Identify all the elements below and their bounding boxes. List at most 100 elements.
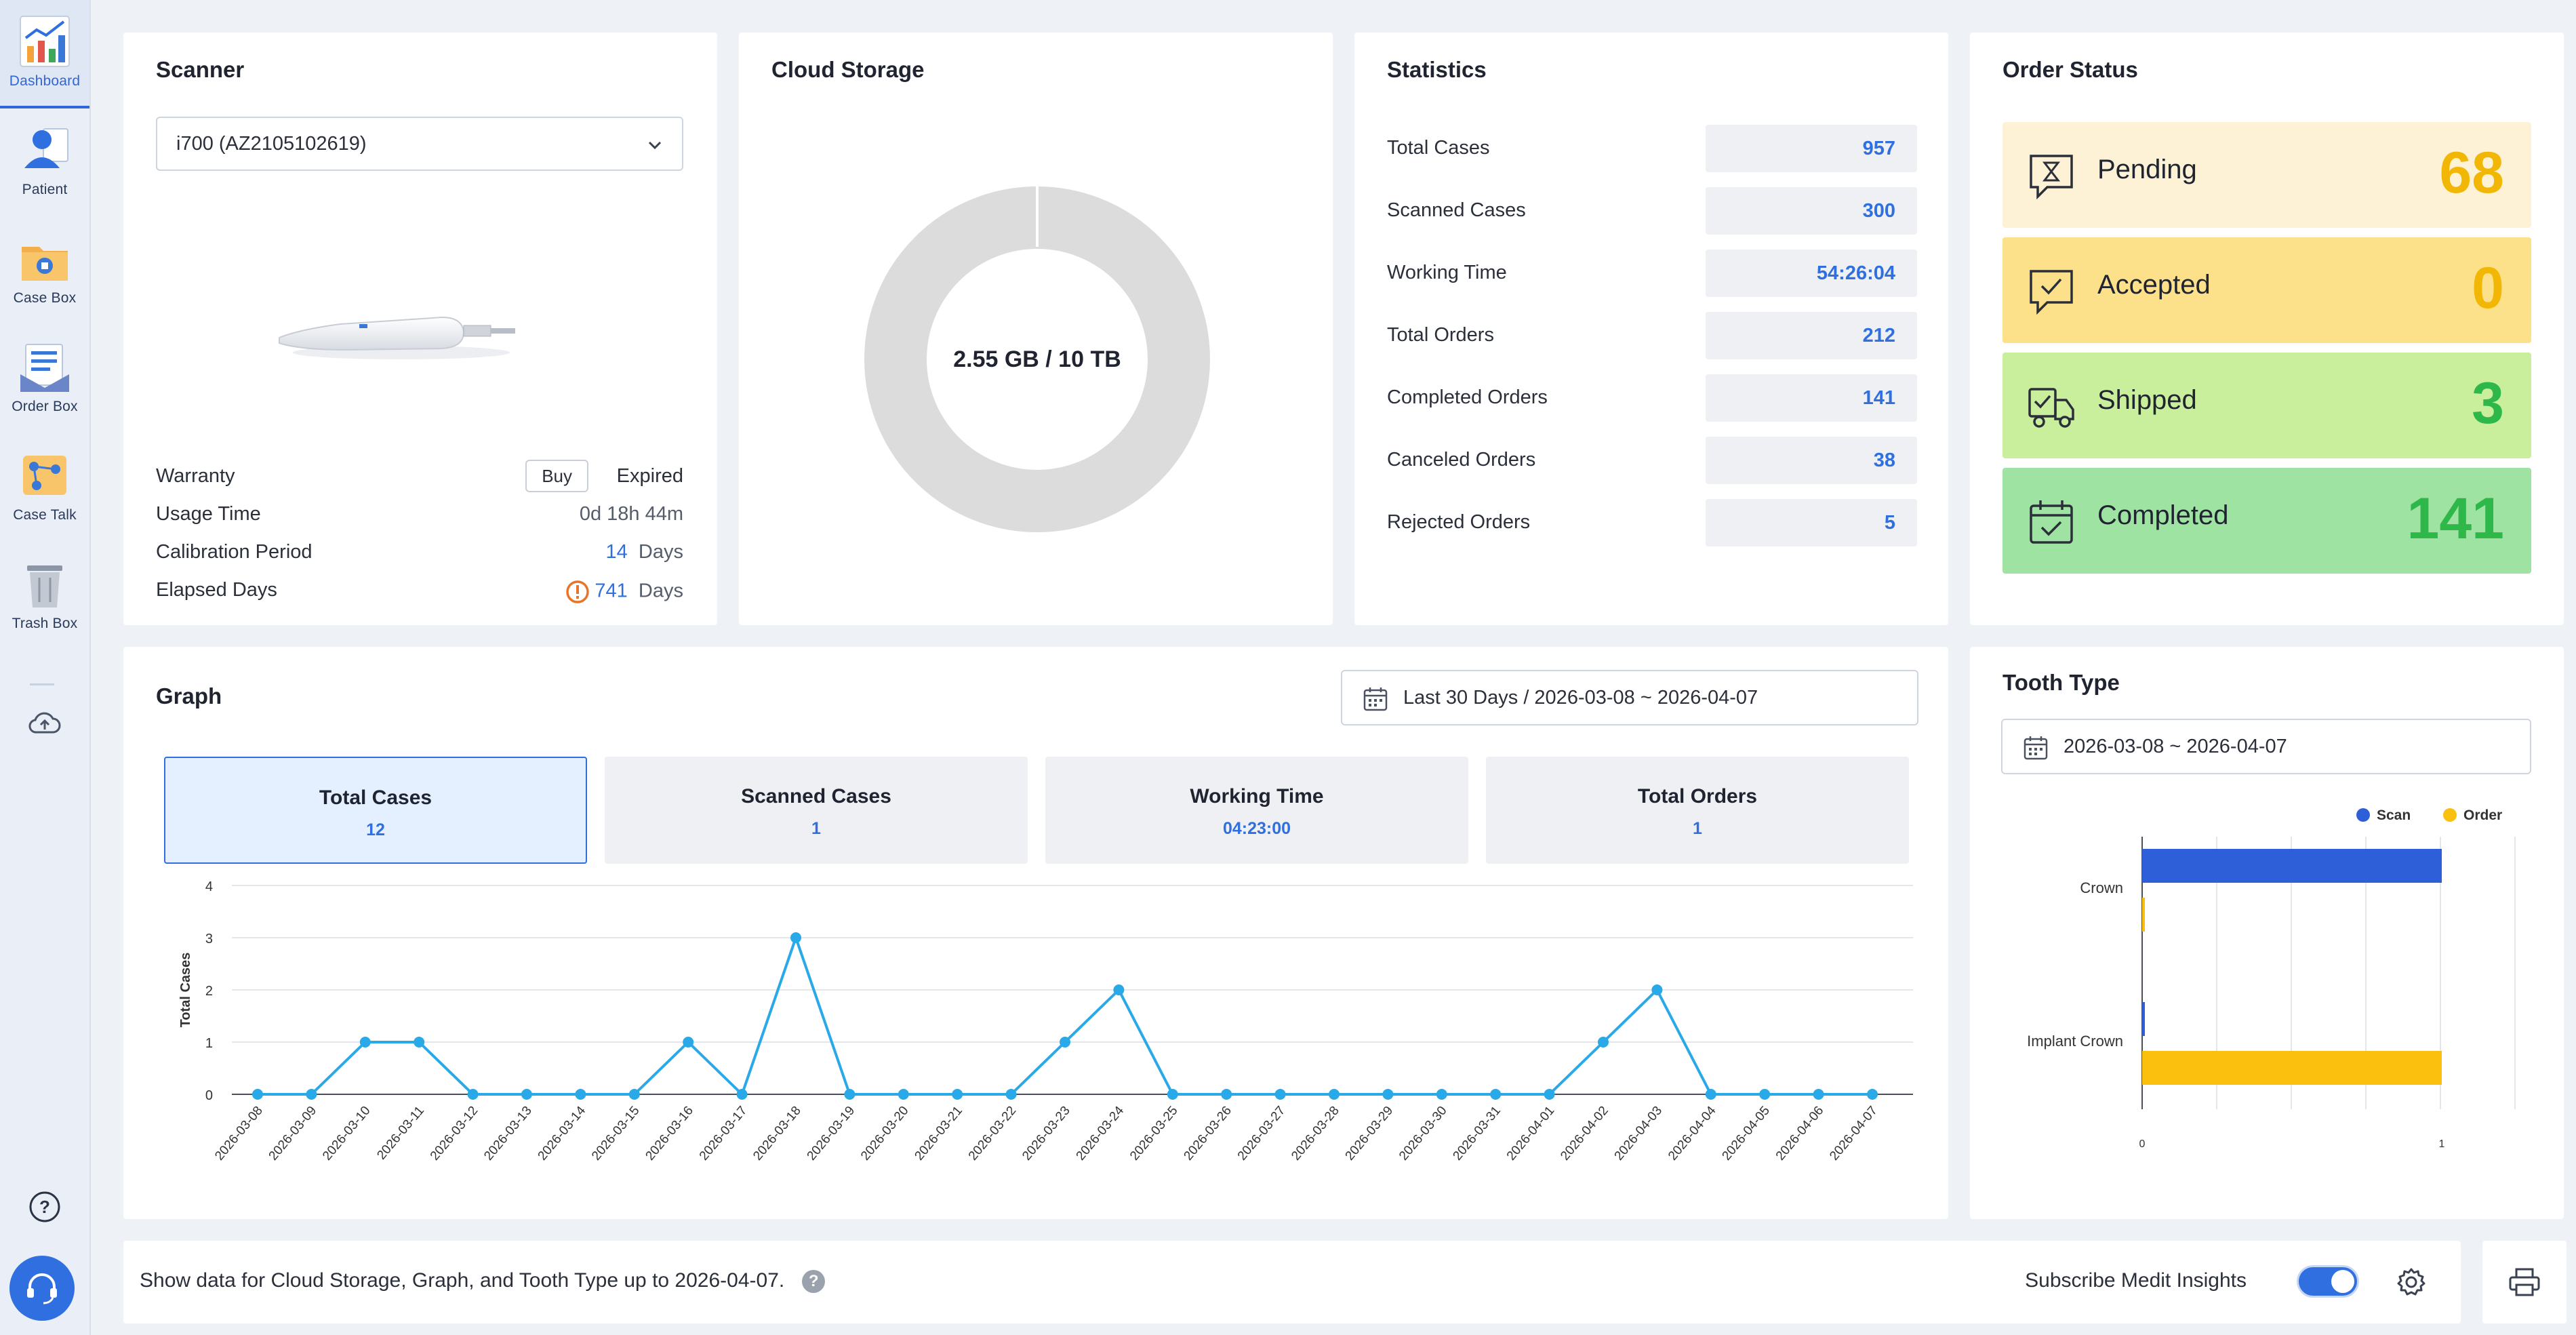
data-point[interactable] xyxy=(1651,984,1663,995)
data-point[interactable] xyxy=(1598,1037,1609,1048)
x-tick-label: 2026-04-01 xyxy=(1504,1104,1558,1163)
subscribe-label: Subscribe Medit Insights xyxy=(2025,1269,2247,1292)
elapsed-unit: Days xyxy=(638,580,683,602)
data-point[interactable] xyxy=(521,1089,532,1100)
help-button[interactable]: ? xyxy=(23,1185,66,1229)
bar-order[interactable] xyxy=(2142,1051,2442,1085)
tab-total-orders[interactable]: Total Orders 1 xyxy=(1486,757,1909,864)
tab-value: 12 xyxy=(366,820,385,839)
stat-label: Scanned Cases xyxy=(1387,199,1526,221)
bar-scan[interactable] xyxy=(2142,849,2442,883)
data-point[interactable] xyxy=(736,1089,748,1100)
sidebar-item-order-box[interactable]: Order Box xyxy=(0,325,89,434)
tab-total-cases[interactable]: Total Cases 12 xyxy=(164,757,587,864)
hourglass-chat-icon xyxy=(2030,155,2073,200)
warranty-value: Expired xyxy=(616,465,683,487)
x-tick-label: 2026-03-18 xyxy=(750,1104,804,1163)
status-tile-pending[interactable]: Pending 68 xyxy=(2003,122,2531,228)
buy-button[interactable]: Buy xyxy=(525,460,588,492)
data-point[interactable] xyxy=(1274,1089,1286,1100)
status-count: 68 xyxy=(2439,140,2504,205)
sidebar: Dashboard Patient Case Box Order Box xyxy=(0,0,91,1335)
help-icon: ? xyxy=(29,1191,60,1222)
graph-date-range-button[interactable]: Last 30 Days / 2026-03-08 ~ 2026-04-07 xyxy=(1341,670,1918,725)
gear-icon[interactable] xyxy=(2396,1267,2427,1298)
case-box-icon xyxy=(22,247,68,281)
support-button[interactable] xyxy=(9,1256,75,1321)
status-count: 141 xyxy=(2407,486,2505,551)
x-tick-label: 2026-04-07 xyxy=(1827,1104,1880,1163)
data-point[interactable] xyxy=(1867,1089,1878,1100)
data-point[interactable] xyxy=(898,1089,909,1100)
status-tile-accepted[interactable]: Accepted 0 xyxy=(2003,237,2531,343)
data-point[interactable] xyxy=(1813,1089,1824,1100)
data-point[interactable] xyxy=(683,1037,694,1048)
y-tick-label: 4 xyxy=(205,879,213,894)
x-tick-label: 2026-03-14 xyxy=(536,1103,589,1163)
y-tick-label: 0 xyxy=(205,1088,213,1103)
x-tick-label: 2026-03-10 xyxy=(320,1104,374,1163)
data-point[interactable] xyxy=(359,1037,371,1048)
data-point[interactable] xyxy=(844,1089,856,1100)
data-point[interactable] xyxy=(1759,1089,1771,1100)
data-point[interactable] xyxy=(790,932,801,943)
footer-help-icon[interactable]: ? xyxy=(802,1270,826,1294)
data-point[interactable] xyxy=(952,1089,963,1100)
tab-label: Working Time xyxy=(1190,785,1324,808)
status-tile-completed[interactable]: Completed 141 xyxy=(2003,468,2531,574)
data-point[interactable] xyxy=(252,1089,263,1100)
bar-scan[interactable] xyxy=(2142,1002,2145,1036)
svg-text:?: ? xyxy=(39,1197,50,1217)
status-count: 3 xyxy=(2472,371,2504,436)
data-point[interactable] xyxy=(1060,1037,1070,1048)
sidebar-item-case-box[interactable]: Case Box xyxy=(0,217,89,325)
data-point[interactable] xyxy=(306,1089,317,1100)
data-point[interactable] xyxy=(1005,1089,1017,1100)
x-tick-label: 2026-03-31 xyxy=(1450,1104,1504,1163)
check-chat-icon xyxy=(2030,270,2073,315)
stat-row-total-cases: Total Cases 957 xyxy=(1387,125,1950,172)
x-tick-label: 1 xyxy=(2439,1138,2445,1150)
stat-value: 54:26:04 xyxy=(1706,250,1917,297)
x-tick-label: 2026-04-06 xyxy=(1773,1104,1827,1163)
cloud-storage-card: Cloud Storage 2.55 GB / 10 TB xyxy=(739,33,1333,625)
print-button[interactable] xyxy=(2482,1241,2567,1323)
order-status-title: Order Status xyxy=(2003,57,2138,82)
data-point[interactable] xyxy=(1382,1089,1394,1100)
stat-row-canceled-orders: Canceled Orders 38 xyxy=(1387,437,1950,484)
data-point[interactable] xyxy=(1705,1089,1716,1100)
storage-donut-chart xyxy=(864,186,1210,532)
tab-scanned-cases[interactable]: Scanned Cases 1 xyxy=(605,757,1028,864)
data-point[interactable] xyxy=(467,1089,479,1100)
data-point[interactable] xyxy=(1436,1089,1447,1100)
data-point[interactable] xyxy=(1544,1089,1555,1100)
x-tick-label: 2026-03-13 xyxy=(481,1104,535,1163)
sidebar-item-dashboard[interactable]: Dashboard xyxy=(0,0,89,108)
usage-time-label: Usage Time xyxy=(156,503,261,525)
status-tile-shipped[interactable]: Shipped 3 xyxy=(2003,353,2531,458)
data-point[interactable] xyxy=(628,1089,640,1100)
sidebar-item-patient[interactable]: Patient xyxy=(0,108,89,217)
x-tick-label: 2026-03-25 xyxy=(1127,1104,1181,1163)
tab-working-time[interactable]: Working Time 04:23:00 xyxy=(1045,757,1468,864)
calibration-days: 14 xyxy=(605,541,628,563)
bar-order[interactable] xyxy=(2142,898,2145,932)
data-point[interactable] xyxy=(575,1089,586,1100)
order-status-card: Order Status Pending 68 Accepted 0 Shipp… xyxy=(1970,33,2564,625)
data-point[interactable] xyxy=(1113,984,1125,995)
headset-icon xyxy=(27,1273,57,1304)
scanner-select[interactable]: i700 (AZ2105102619) xyxy=(156,117,683,171)
subscribe-toggle[interactable] xyxy=(2297,1265,2359,1298)
data-point[interactable] xyxy=(1221,1089,1232,1100)
data-point[interactable] xyxy=(414,1037,425,1048)
footer-note: Show data for Cloud Storage, Graph, and … xyxy=(140,1269,826,1294)
tab-label: Total Cases xyxy=(319,786,432,809)
sidebar-item-trash-box[interactable]: Trash Box xyxy=(0,542,89,651)
data-point[interactable] xyxy=(1490,1089,1502,1100)
data-point[interactable] xyxy=(1329,1089,1340,1100)
data-point[interactable] xyxy=(1167,1089,1178,1100)
tooth-type-date-range-button[interactable]: 2026-03-08 ~ 2026-04-07 xyxy=(2001,719,2531,774)
calibration-value: 14 Days xyxy=(606,541,683,563)
cloud-upload-button[interactable] xyxy=(23,701,66,744)
sidebar-item-case-talk[interactable]: Case Talk xyxy=(0,434,89,542)
